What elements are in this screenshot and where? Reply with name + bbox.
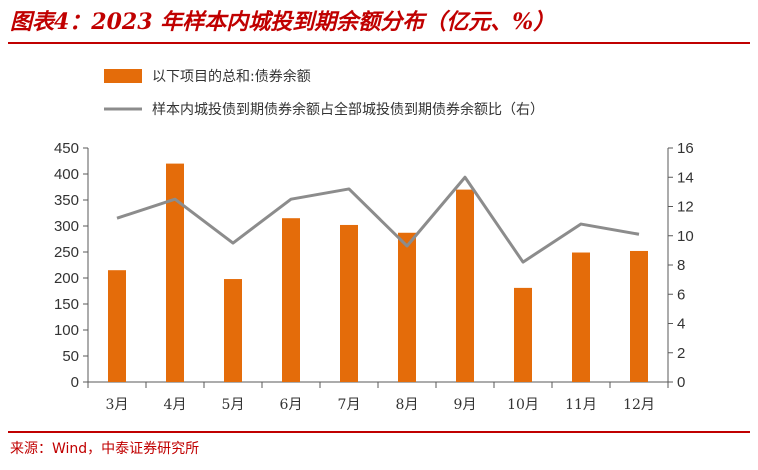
series-line <box>116 175 640 264</box>
y-left-tick-label: 400 <box>54 166 79 183</box>
y-left-tick-label: 0 <box>71 374 79 391</box>
x-tick-label: 5月 <box>222 397 245 413</box>
x-tick-label: 4月 <box>164 397 187 413</box>
y-left-tick-label: 300 <box>54 218 79 235</box>
legend-bar-swatch <box>104 69 142 83</box>
chart-axes: 0 50 100 150 200 250 300 350 400 450 0 2 4 6 8 10 12 14 16… <box>54 140 694 413</box>
bar <box>398 232 416 382</box>
legend-line-label: 样本内城投债到期债券余额占全部城投债到期债券余额比（右） <box>152 101 544 118</box>
bar <box>224 279 242 382</box>
y-right-tick-label: 8 <box>677 257 685 274</box>
footer-divider <box>8 431 750 433</box>
bar <box>282 218 300 382</box>
y-right-tick-label: 16 <box>677 140 694 157</box>
y-left-tick-label: 50 <box>62 348 79 365</box>
x-tick-label: 8月 <box>396 397 419 413</box>
x-tick-label: 6月 <box>280 397 303 413</box>
x-tick-label: 7月 <box>338 397 361 413</box>
bar <box>630 250 648 382</box>
bar <box>514 287 532 382</box>
line-series <box>116 175 640 264</box>
y-right-tick-label: 4 <box>677 316 685 333</box>
y-right-tick-label: 6 <box>677 286 685 303</box>
y-right-tick-label: 2 <box>677 345 685 362</box>
y-right-tick-label: 12 <box>677 199 694 216</box>
bar <box>166 163 184 382</box>
title-divider <box>8 42 750 44</box>
y-right-tick-label: 10 <box>677 228 694 245</box>
bar <box>340 224 358 382</box>
y-right-tick-label: 0 <box>677 374 685 391</box>
x-tick-label: 9月 <box>454 397 477 413</box>
bar <box>456 189 474 382</box>
y-right-tick-label: 14 <box>677 169 694 186</box>
y-left-tick-label: 250 <box>54 244 79 261</box>
bar <box>572 252 590 382</box>
y-left-tick-label: 200 <box>54 270 79 287</box>
x-tick-label: 12月 <box>623 397 655 413</box>
bar-series <box>108 163 648 382</box>
source-note: 来源：Wind，中泰证券研究所 <box>10 441 200 457</box>
bar <box>108 270 126 382</box>
x-tick-label: 11月 <box>565 397 597 413</box>
legend-bar-label: 以下项目的总和:债券余额 <box>152 68 311 85</box>
x-tick-label: 3月 <box>106 397 129 413</box>
y-left-tick-label: 100 <box>54 322 79 339</box>
x-tick-label: 10月 <box>507 397 539 413</box>
y-left-tick-label: 350 <box>54 192 79 209</box>
y-left-tick-label: 150 <box>54 296 79 313</box>
figure-title: 图表4：2023 年样本内城投到期余额分布（亿元、%） <box>10 9 556 35</box>
y-left-tick-label: 450 <box>54 140 79 157</box>
